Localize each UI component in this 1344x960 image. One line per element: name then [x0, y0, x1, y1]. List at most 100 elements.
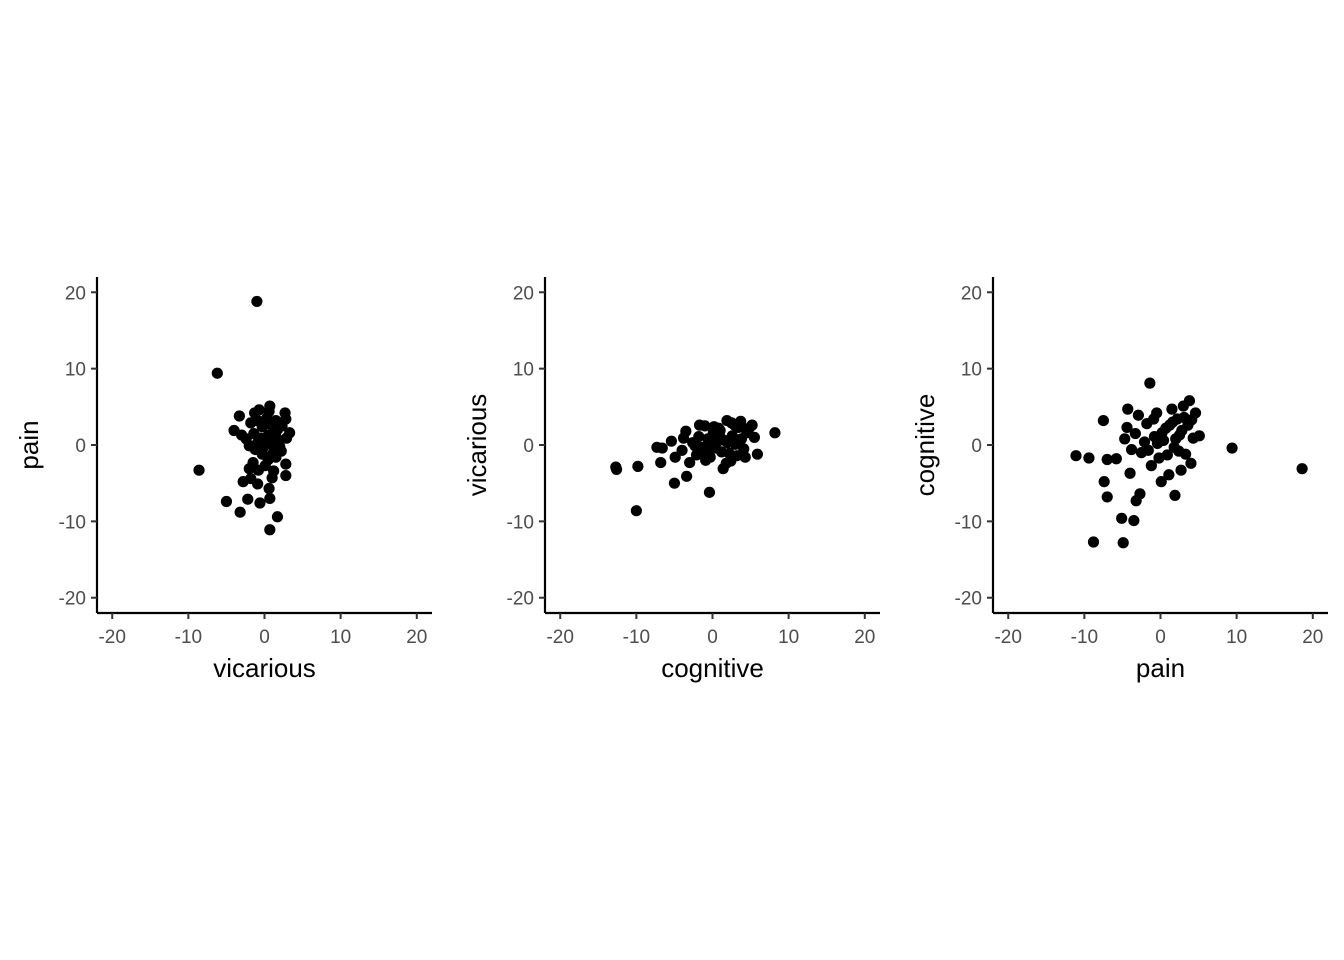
data-point	[1122, 403, 1134, 415]
y-tick-label: 10	[961, 360, 982, 381]
data-point	[260, 434, 272, 447]
data-point	[249, 443, 261, 456]
y-tick-label: 20	[961, 283, 982, 304]
data-point	[1142, 444, 1154, 456]
data-point	[1151, 437, 1164, 450]
data-point	[284, 427, 296, 439]
data-point	[1176, 424, 1188, 437]
data-point	[253, 404, 265, 416]
data-point	[665, 435, 677, 447]
data-point	[743, 422, 755, 434]
data-point	[731, 450, 743, 462]
data-point	[1125, 443, 1138, 456]
data-point	[1101, 491, 1113, 503]
data-point	[751, 448, 764, 460]
x-tick-label: 20	[854, 627, 875, 648]
data-point	[738, 443, 750, 455]
data-point	[254, 497, 266, 509]
x-tick-label: -10	[1071, 627, 1098, 648]
data-point	[720, 457, 732, 469]
x-axis-title: pain	[1136, 653, 1185, 683]
data-point	[245, 473, 257, 485]
y-axis-title: pain	[14, 420, 44, 469]
data-point	[271, 511, 284, 523]
x-tick-label: -10	[623, 627, 650, 648]
y-tick-label: 20	[65, 283, 86, 304]
data-point	[1119, 433, 1131, 445]
y-tick-label: 10	[513, 360, 534, 381]
data-points	[193, 295, 296, 536]
y-tick-label: -20	[507, 589, 534, 610]
data-point	[708, 421, 720, 433]
data-point	[703, 486, 716, 498]
y-tick-label: -10	[59, 512, 86, 533]
data-point	[1129, 427, 1141, 440]
data-point	[234, 506, 246, 518]
y-tick-label: -20	[59, 589, 86, 610]
data-point	[1101, 453, 1113, 466]
data-point	[1087, 536, 1100, 548]
y-tick-label: 10	[65, 360, 86, 381]
data-point	[656, 442, 668, 454]
y-tick-label: 0	[75, 436, 86, 457]
x-tick-label: 10	[778, 627, 799, 648]
data-point	[1083, 452, 1095, 464]
data-point	[247, 456, 259, 469]
x-tick-label: 0	[1155, 627, 1166, 648]
data-point	[1185, 457, 1197, 469]
data-points	[610, 414, 781, 517]
data-point	[1193, 430, 1205, 442]
data-point	[211, 367, 223, 379]
data-point	[1098, 476, 1110, 488]
x-axis-title: vicarious	[213, 653, 316, 683]
x-tick-label: 0	[259, 627, 270, 648]
data-point	[274, 440, 286, 453]
data-point	[1226, 442, 1238, 454]
x-tick-label: 0	[707, 627, 718, 648]
data-point	[681, 470, 693, 482]
data-point	[715, 432, 727, 444]
x-tick-label: 10	[330, 627, 351, 648]
data-point	[271, 424, 284, 436]
data-point	[1121, 421, 1133, 434]
data-point	[1132, 409, 1145, 421]
data-point	[693, 431, 705, 443]
data-point	[739, 451, 751, 463]
data-point	[280, 458, 292, 470]
data-point	[270, 414, 282, 427]
x-tick-label: 20	[1302, 627, 1323, 648]
data-point	[220, 495, 233, 508]
data-point	[610, 463, 623, 476]
data-point	[264, 492, 276, 505]
data-point	[735, 433, 748, 445]
data-point	[263, 482, 275, 495]
data-point	[668, 477, 681, 489]
data-point	[1117, 537, 1129, 549]
data-point	[1296, 463, 1308, 475]
data-point	[1161, 449, 1173, 461]
data-point	[693, 419, 706, 431]
data-point	[1124, 467, 1136, 479]
data-point	[1186, 414, 1198, 426]
y-tick-label: 0	[523, 436, 534, 457]
y-tick-label: -10	[955, 512, 982, 533]
data-point	[1097, 414, 1109, 427]
data-point	[1128, 515, 1140, 527]
y-axis-title: cognitive	[910, 394, 940, 497]
data-point	[1155, 476, 1167, 488]
data-point	[676, 444, 688, 456]
data-points	[1070, 377, 1308, 549]
data-point	[1170, 433, 1182, 445]
data-point	[1183, 395, 1196, 407]
scatter-panel-1: -20 -10 0 10 20 -20 -10 0 10 20 vicarious pain	[14, 277, 432, 683]
data-point	[233, 410, 245, 422]
data-point	[1134, 488, 1146, 500]
data-point	[1156, 427, 1168, 439]
data-point	[268, 465, 280, 477]
scatter-panel-3: -20 -10 0 10 20 -20 -10 0 10 20 pain cognitive	[910, 277, 1328, 683]
data-point	[1167, 416, 1179, 428]
data-point	[1173, 445, 1185, 457]
data-point	[1110, 453, 1122, 465]
data-point	[632, 460, 644, 472]
data-point	[1169, 489, 1181, 501]
